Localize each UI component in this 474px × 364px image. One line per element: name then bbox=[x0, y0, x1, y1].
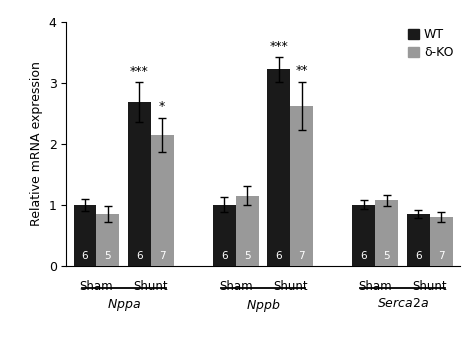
Text: Shunt: Shunt bbox=[412, 280, 447, 293]
Bar bbox=[73, 205, 96, 266]
Bar bbox=[430, 217, 453, 266]
Text: Shunt: Shunt bbox=[273, 280, 308, 293]
Bar bbox=[375, 201, 398, 266]
Text: $\it{Nppb}$: $\it{Nppb}$ bbox=[246, 297, 280, 314]
Text: Sham: Sham bbox=[80, 280, 113, 293]
Bar bbox=[407, 214, 430, 266]
Bar bbox=[290, 106, 313, 266]
Bar bbox=[267, 70, 290, 266]
Bar bbox=[96, 214, 119, 266]
Text: 5: 5 bbox=[383, 252, 390, 261]
Text: 7: 7 bbox=[299, 252, 305, 261]
Text: 6: 6 bbox=[221, 252, 228, 261]
Text: ***: *** bbox=[269, 40, 288, 53]
Text: *: * bbox=[159, 100, 165, 113]
Text: 6: 6 bbox=[415, 252, 421, 261]
Text: 5: 5 bbox=[105, 252, 111, 261]
Bar bbox=[128, 102, 151, 266]
Text: **: ** bbox=[295, 64, 308, 77]
Text: $\it{Nppa}$: $\it{Nppa}$ bbox=[107, 297, 141, 313]
Text: $\it{Serca2a}$: $\it{Serca2a}$ bbox=[376, 297, 428, 310]
Text: 6: 6 bbox=[361, 252, 367, 261]
Text: Shunt: Shunt bbox=[134, 280, 168, 293]
Text: 5: 5 bbox=[244, 252, 251, 261]
Bar bbox=[213, 205, 236, 266]
Text: 6: 6 bbox=[82, 252, 88, 261]
Bar bbox=[353, 205, 375, 266]
Text: Sham: Sham bbox=[358, 280, 392, 293]
Y-axis label: Relative mRNA expression: Relative mRNA expression bbox=[30, 62, 43, 226]
Bar bbox=[236, 195, 259, 266]
Text: 6: 6 bbox=[275, 252, 282, 261]
Text: Sham: Sham bbox=[219, 280, 253, 293]
Text: 7: 7 bbox=[159, 252, 165, 261]
Text: 7: 7 bbox=[438, 252, 445, 261]
Bar bbox=[151, 135, 173, 266]
Text: ***: *** bbox=[130, 65, 149, 78]
Text: 6: 6 bbox=[136, 252, 143, 261]
Legend: WT, δ-KO: WT, δ-KO bbox=[408, 28, 454, 59]
